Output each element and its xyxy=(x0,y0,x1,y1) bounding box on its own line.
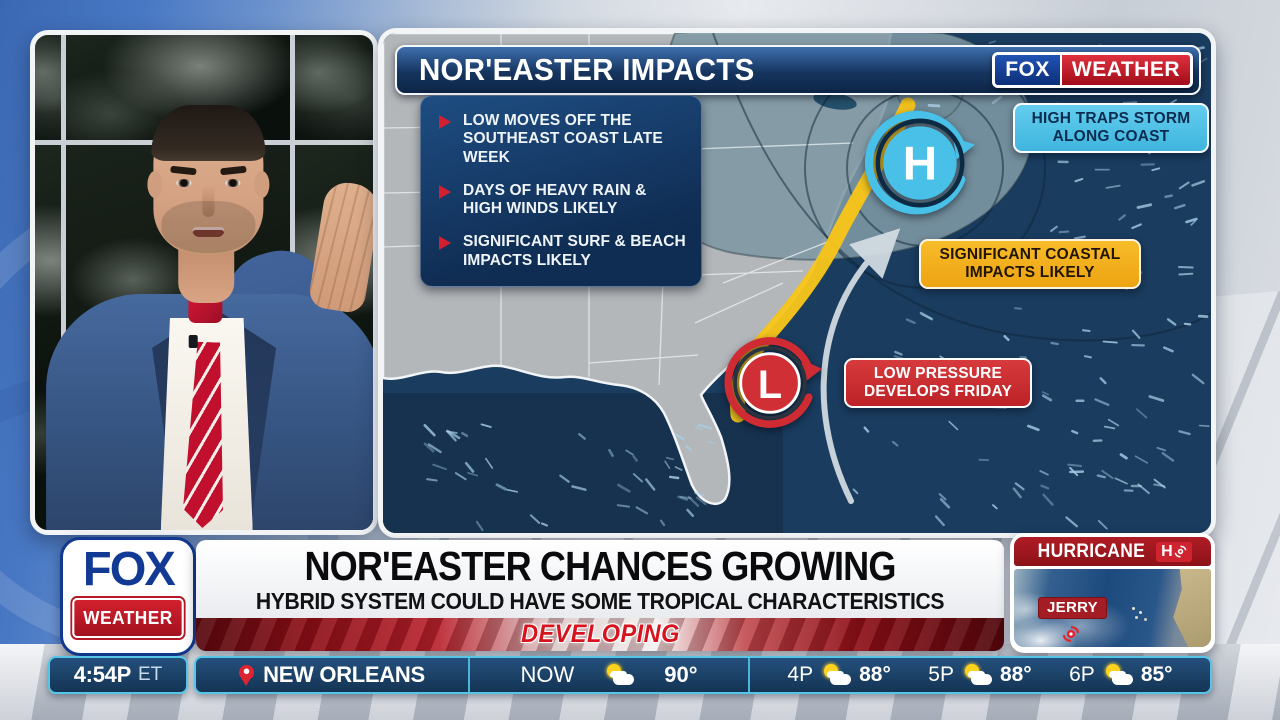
developing-flag: DEVELOPING xyxy=(520,620,680,648)
storm-name-label: JERRY xyxy=(1038,597,1107,619)
ticker-location-segment: NEW ORLEANS xyxy=(196,658,468,692)
hq-letter: H xyxy=(1161,542,1173,560)
forecast-hour: 5P 88° xyxy=(928,663,1031,687)
high-pressure-letter: H xyxy=(903,138,937,191)
presenter-nose xyxy=(202,185,215,217)
high-pressure-symbol: H xyxy=(864,108,975,218)
hurricane-satellite-view: JERRY xyxy=(1014,569,1211,647)
partly-cloudy-icon xyxy=(962,664,992,686)
africa-coast xyxy=(1173,569,1211,647)
forecast-time: 4P xyxy=(787,663,814,686)
subheadline: HYBRID SYSTEM COULD HAVE SOME TROPICAL C… xyxy=(255,588,945,614)
presenter-eyebrow xyxy=(220,165,247,176)
ticker-forecast-segment: 4P 88° 5P 88° 6P 85° xyxy=(750,658,1210,692)
forecast-time: 6P xyxy=(1069,663,1095,686)
video-wall-tile xyxy=(35,35,61,140)
presenter-hair xyxy=(151,105,266,161)
now-temperature: 90° xyxy=(664,662,698,687)
clock-time: 4:54P xyxy=(73,662,132,687)
presenter-head xyxy=(147,105,270,255)
weather-ticker: NEW ORLEANS NOW 90° 4P 88° 5P 88° 6P 85° xyxy=(194,656,1212,694)
hurricane-hq-header: HURRICANE H xyxy=(1014,537,1211,566)
partly-cloudy-icon xyxy=(1103,664,1133,686)
fox-weather-logo: FOX WEATHER xyxy=(992,52,1193,88)
map-title-bar: NOR'EASTER IMPACTS FOX WEATHER xyxy=(395,45,1201,95)
impacts-bullet-box: LOW MOVES OFF THE SOUTHEAST COAST LATE W… xyxy=(420,95,702,287)
low-pressure-symbol: L xyxy=(718,331,822,435)
now-label: NOW xyxy=(520,662,575,687)
fox-logo-text: FOX xyxy=(82,543,176,596)
ticker-divider xyxy=(748,658,750,692)
forecast-hour: 4P 88° xyxy=(787,663,890,687)
developing-flag-bar: DEVELOPING xyxy=(196,618,1004,651)
weather-presenter xyxy=(35,35,373,530)
fox-weather-bug: FOX WEATHER xyxy=(60,537,196,656)
hq-badge: H xyxy=(1156,541,1192,562)
forecast-temperature: 88° xyxy=(859,663,891,686)
weather-map-panel: NOR'EASTER IMPACTS FOX WEATHER LOW MOVES… xyxy=(378,28,1216,538)
presenter-ear xyxy=(147,171,163,198)
hurricane-hq-title: HURRICANE xyxy=(1038,540,1146,562)
forecast-time: 5P xyxy=(928,663,954,686)
impact-bullet: SIGNIFICANT SURF & BEACH IMPACTS LIKELY xyxy=(437,233,687,270)
impact-bullet: LOW MOVES OFF THE SOUTHEAST COAST LATE W… xyxy=(437,112,687,167)
partly-cloudy-icon xyxy=(821,664,852,686)
video-wall-tile xyxy=(295,35,373,140)
presenter-eye xyxy=(225,179,241,187)
hurricane-icon xyxy=(1062,626,1080,642)
map-title: NOR'EASTER IMPACTS xyxy=(419,52,755,87)
hurricane-icon xyxy=(1174,545,1187,558)
forecast-hour: 6P 85° xyxy=(1069,663,1172,687)
clock-timezone: ET xyxy=(137,664,163,685)
ticker-divider xyxy=(468,658,470,692)
weather-logo-text: WEATHER xyxy=(1059,55,1190,85)
ticker-location: NEW ORLEANS xyxy=(263,662,425,687)
ticker-now-segment: NOW 90° xyxy=(470,658,748,692)
presenter-hand xyxy=(307,179,373,315)
location-pin-icon xyxy=(239,664,255,686)
lapel-microphone xyxy=(188,335,198,348)
high-callout: HIGH TRAPS STORM ALONG COAST xyxy=(1013,103,1209,153)
lower-third-banner: NOR'EASTER CHANCES GROWING HYBRID SYSTEM… xyxy=(196,540,1004,651)
fox-logo-text: FOX xyxy=(995,55,1060,85)
coastal-callout: SIGNIFICANT COASTAL IMPACTS LIKELY xyxy=(919,239,1141,289)
partly-cloudy-icon xyxy=(604,664,635,686)
weather-logo-text: WEATHER xyxy=(72,598,184,638)
forecast-temperature: 88° xyxy=(999,663,1032,686)
hurricane-hq-panel: HURRICANE H JERRY xyxy=(1010,533,1215,653)
low-callout: LOW PRESSURE DEVELOPS FRIDAY xyxy=(844,358,1032,408)
storm-track-arrow xyxy=(820,228,901,504)
presenter-eye xyxy=(176,179,192,187)
presenter-video-panel xyxy=(30,30,378,535)
presenter-ear xyxy=(254,171,270,198)
island-dots xyxy=(1132,607,1135,610)
presenter-mouth xyxy=(192,227,225,237)
headline: NOR'EASTER CHANCES GROWING xyxy=(304,543,896,589)
time-box: 4:54P ET xyxy=(48,656,188,694)
low-pressure-letter: L xyxy=(758,363,782,407)
presenter-eyebrow xyxy=(170,165,197,176)
impact-bullet: DAYS OF HEAVY RAIN & HIGH WINDS LIKELY xyxy=(437,182,687,219)
forecast-temperature: 85° xyxy=(1140,663,1173,686)
